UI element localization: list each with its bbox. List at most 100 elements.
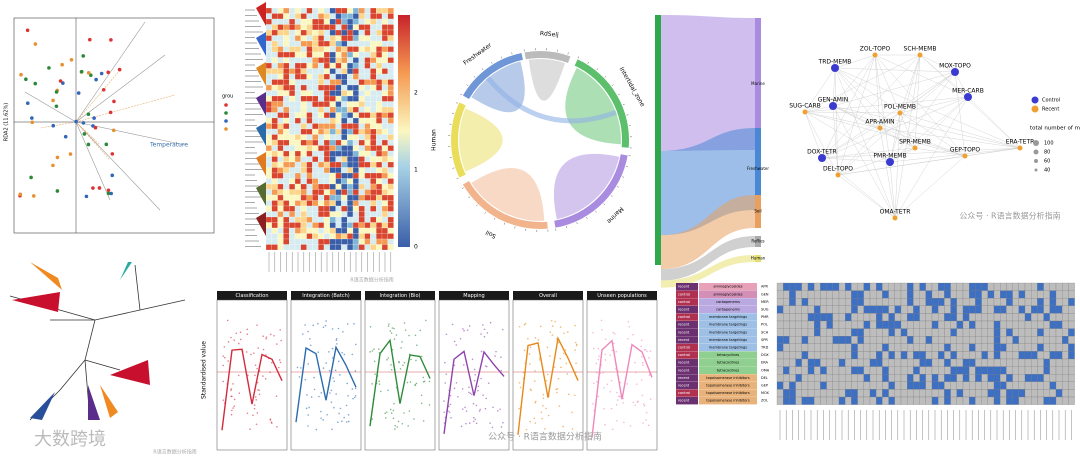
facet-point (484, 407, 487, 410)
heatmap-cell (358, 112, 365, 119)
heatmap-cell (277, 244, 284, 251)
facet-point (253, 404, 256, 406)
heatmap-cell (364, 117, 371, 124)
matrix-cell (969, 351, 976, 360)
heatmap-cell (381, 211, 388, 218)
matrix-cell (888, 381, 895, 390)
heatmap-cell (370, 51, 377, 58)
heatmap-cell (376, 18, 383, 25)
matrix-cell (1043, 343, 1050, 352)
tree-branch (84, 359, 121, 371)
heatmap-cell (300, 24, 307, 31)
heatmap-cell (370, 46, 377, 53)
heatmap-cell (289, 128, 296, 135)
heatmap-cell (271, 156, 278, 163)
matrix-cell (1062, 328, 1069, 337)
matrix-cell (1024, 343, 1032, 352)
matrix-cell (863, 313, 871, 322)
matrix-cell (1062, 282, 1069, 291)
heatmap-cell (300, 145, 307, 152)
matrix-cell (789, 343, 796, 352)
heatmap-cell (277, 18, 284, 25)
heatmap-cell (370, 216, 377, 223)
heatmap-cell (283, 183, 290, 190)
network-edge (804, 111, 966, 157)
heatmap-cell (300, 172, 307, 179)
heatmap-cell (376, 57, 383, 64)
facet-point (385, 411, 388, 413)
facet-point (250, 353, 252, 356)
heatmap-cell (352, 150, 359, 157)
heatmap-cell (376, 7, 383, 14)
row-class: aminoglycosides (713, 285, 742, 289)
facet-point (540, 411, 543, 414)
heatmap-cell (364, 233, 371, 240)
heatmap-cell (318, 156, 325, 163)
facet-point (528, 353, 531, 355)
facet-point (575, 344, 578, 347)
size-legend-key (1033, 140, 1039, 146)
heatmap-cell (300, 189, 307, 196)
facet-point (320, 392, 323, 394)
row-group: recent (678, 338, 690, 342)
heatmap-cell (312, 211, 319, 218)
heatmap-cell (312, 194, 319, 201)
heatmap-cell (323, 13, 330, 20)
heatmap-cell (289, 29, 296, 36)
heatmap-cell (329, 57, 336, 64)
facet-point (420, 394, 423, 397)
matrix-cell (795, 396, 802, 405)
matrix-cell (944, 290, 951, 299)
heatmap-cell (323, 29, 330, 36)
heatmap-cell (300, 73, 307, 80)
heatmap-cell (370, 90, 377, 97)
heatmap-cell (358, 13, 365, 20)
heatmap-cell (352, 68, 359, 75)
heatmap-cell (341, 200, 348, 207)
heatmap-cell (347, 117, 354, 124)
matrix-cell (876, 282, 883, 291)
heatmap-cell (370, 145, 377, 152)
facet-point (564, 349, 567, 351)
heatmap-cell (335, 101, 342, 108)
heatmap-cell (306, 227, 313, 234)
network-edge (889, 112, 901, 163)
heatmap-cell (271, 233, 278, 240)
facet-point (326, 413, 328, 416)
heatmap-cell (329, 18, 336, 25)
sankey-flow (661, 195, 755, 270)
heatmap-cell (370, 101, 377, 108)
matrix-cell (1000, 389, 1007, 398)
matrix-cell (807, 381, 815, 390)
facet-point (223, 346, 226, 348)
matrix-cell (869, 328, 877, 337)
matrix-cell (913, 282, 920, 291)
facet-point (347, 414, 350, 416)
matrix-cell (925, 351, 933, 360)
matrix-cell (845, 374, 852, 382)
facet-point (611, 349, 613, 352)
matrix-cell (907, 389, 914, 398)
matrix-cell (1006, 351, 1013, 360)
matrix-cell (938, 320, 945, 329)
heatmap-cell (387, 35, 394, 42)
heatmap-cell (318, 222, 325, 229)
heatmap-cell (370, 84, 377, 91)
facet-point (257, 347, 260, 349)
heatmap-cell (335, 79, 342, 86)
chord-tick (567, 52, 569, 55)
facet-point (613, 332, 616, 335)
matrix-cell (1012, 358, 1019, 367)
matrix-cell (863, 320, 871, 329)
heatmap-cell (306, 40, 313, 47)
matrix-cell (975, 381, 982, 390)
heatmap-cell (323, 178, 330, 185)
facet-point (500, 356, 502, 358)
matrix-cell (962, 358, 970, 367)
heatmap-cell (335, 18, 342, 25)
heatmap-cell (381, 57, 388, 64)
heatmap-cell (364, 95, 371, 102)
matrix-cell (993, 374, 1001, 382)
row-class-cell (699, 305, 757, 314)
row-class-cell (699, 359, 757, 367)
